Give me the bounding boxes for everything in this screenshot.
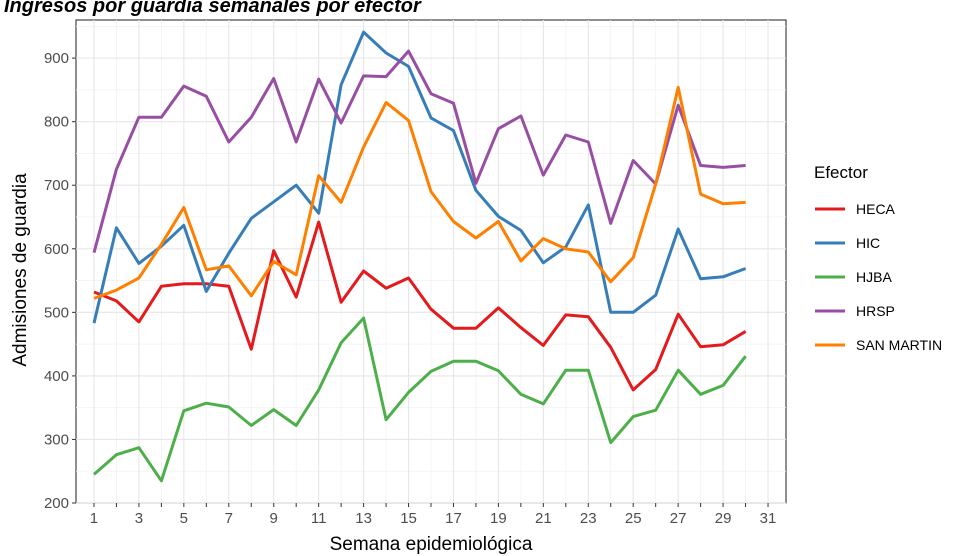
chart-title: Ingresos por guardia semanales por efect… (4, 0, 422, 17)
series-line-hic (92, 30, 747, 324)
legend-label-heca: HECA (856, 201, 896, 217)
x-tick-label: 9 (270, 510, 278, 527)
x-tick-label: 29 (715, 510, 732, 527)
x-tick-label: 1 (90, 510, 98, 527)
x-tick-label: 15 (400, 510, 417, 527)
x-tick-label: 3 (135, 510, 143, 527)
series-line-hrsp (92, 49, 746, 253)
x-tick-label: 5 (180, 510, 188, 527)
y-tick-label: 300 (44, 431, 69, 448)
legend-label-hic: HIC (856, 235, 880, 251)
y-tick-label: 600 (44, 241, 69, 258)
y-tick-label: 500 (44, 304, 69, 321)
legend-label-san-martin: SAN MARTIN (856, 337, 942, 353)
y-axis: 200 300 400 500 600 700 800 900 (44, 50, 76, 512)
series-lines (92, 30, 747, 483)
x-tick-label: 11 (311, 510, 327, 527)
legend-label-hjba: HJBA (856, 269, 892, 285)
series-line-san-martin (93, 85, 746, 300)
legend: Efector HECA HIC HJBA HRSP SAN MARTIN (814, 163, 942, 353)
x-tick-label: 25 (625, 510, 642, 527)
y-tick-label: 900 (44, 50, 69, 67)
x-tick-label: 23 (580, 510, 597, 527)
x-tick-label: 31 (760, 510, 777, 527)
x-axis: 1 3 5 7 9 11 13 15 17 19 21 23 25 27 29 31 (90, 503, 777, 527)
x-tick-label: 13 (355, 510, 372, 527)
y-tick-label: 800 (44, 114, 69, 131)
y-tick-label: 700 (44, 177, 69, 194)
y-tick-label: 400 (44, 368, 69, 385)
x-tick-label: 21 (535, 510, 552, 527)
legend-title: Efector (814, 163, 868, 182)
y-tick-label: 200 (44, 495, 69, 512)
y-axis-title: Admisiones de guardia (10, 173, 31, 367)
x-tick-label: 19 (490, 510, 507, 527)
x-tick-label: 7 (225, 510, 233, 527)
series-line-hjba (93, 316, 747, 483)
x-tick-label: 17 (445, 510, 462, 527)
x-tick-label: 27 (670, 510, 687, 527)
legend-label-hrsp: HRSP (856, 303, 895, 319)
x-axis-title: Semana epidemiológica (330, 534, 533, 555)
